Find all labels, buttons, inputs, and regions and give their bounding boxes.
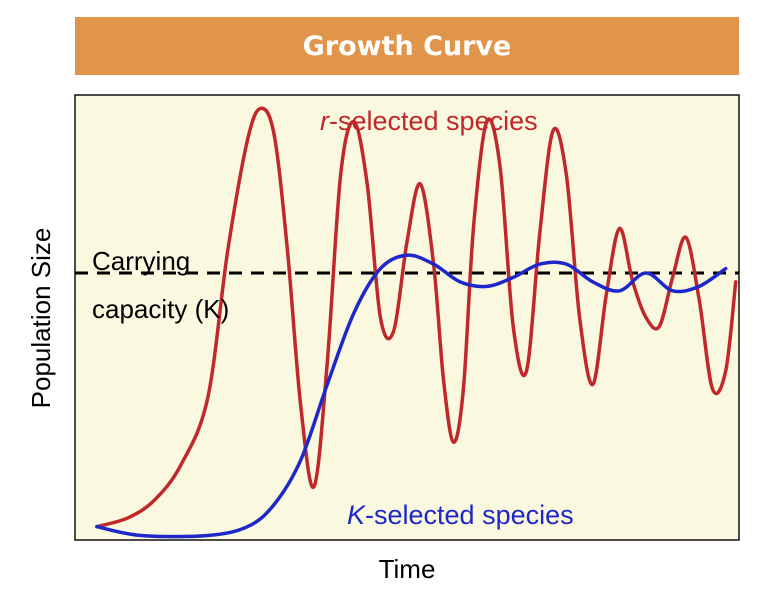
series-line-r-selected (95, 106, 738, 529)
series-label-r-rest: -selected species (329, 106, 538, 136)
series-label-k-selected: K-selected species (347, 500, 574, 530)
chart-title-banner: Growth Curve (75, 17, 739, 75)
series-line-k-selected (95, 253, 728, 539)
plot-area (74, 94, 740, 541)
series-label-k-rest: -selected species (365, 500, 574, 530)
x-axis-label: Time (379, 554, 436, 584)
annotation-capacity: capacity (K) (92, 294, 229, 324)
annotation-carrying: Carrying (92, 246, 190, 276)
y-axis-label: Population Size (26, 228, 56, 409)
series-label-k-italic: K (347, 500, 366, 530)
series-label-r-italic: r (320, 106, 330, 136)
chart-title: Growth Curve (302, 30, 512, 62)
series-label-r-selected: r-selected species (320, 106, 538, 136)
